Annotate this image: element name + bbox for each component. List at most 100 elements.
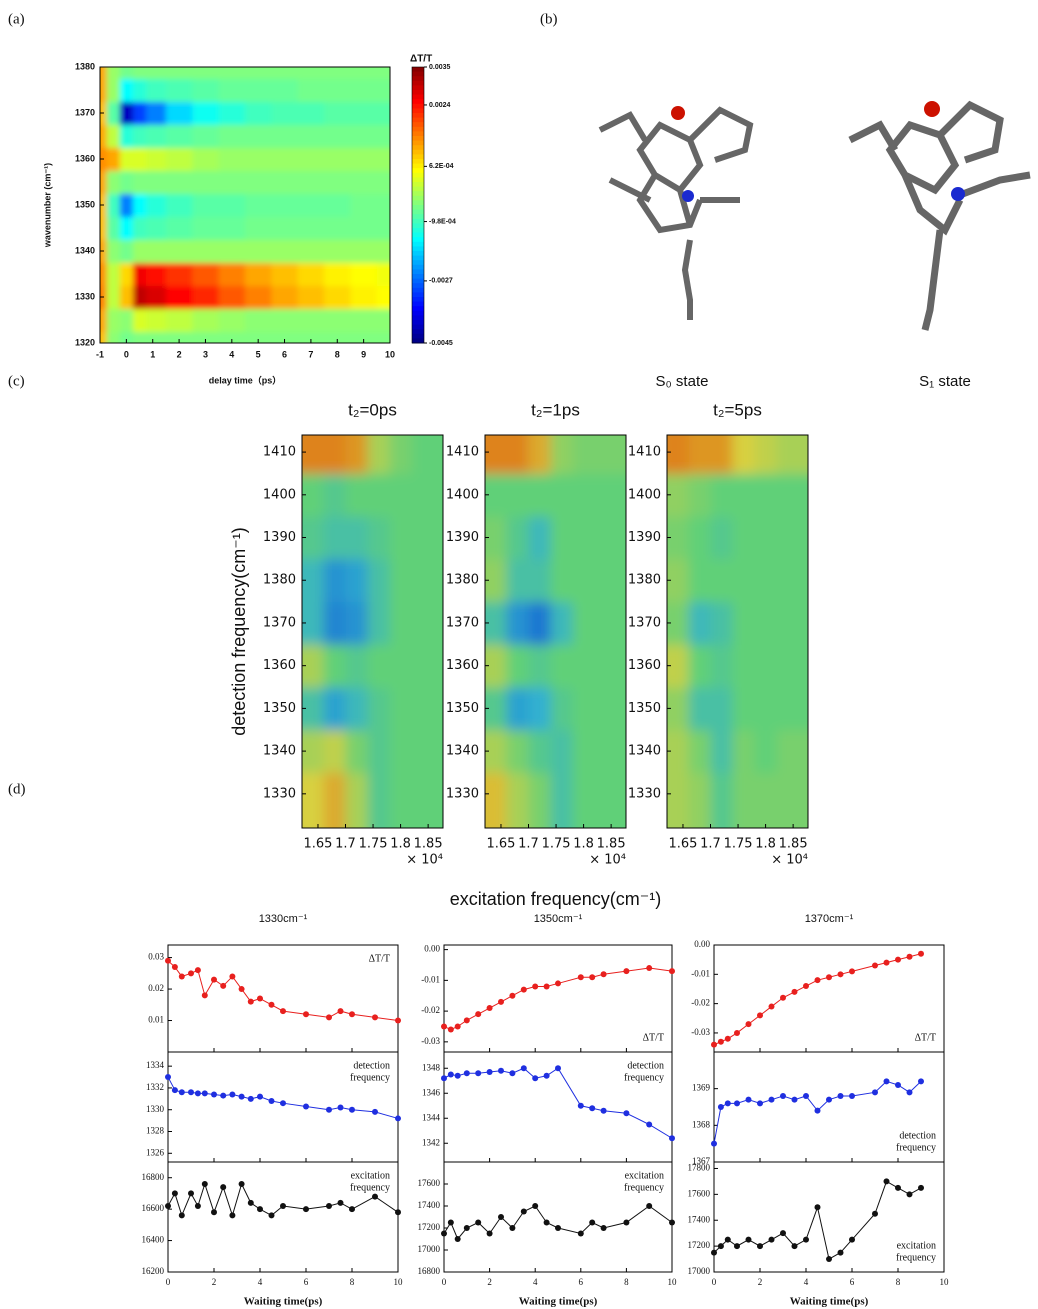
x-tick-label: 1.65	[668, 837, 697, 852]
cell	[302, 558, 324, 603]
data-point	[447, 1026, 454, 1033]
cell	[376, 308, 390, 332]
data-point	[454, 1023, 461, 1030]
data-point	[623, 968, 630, 975]
y-tick-label: 1350	[446, 701, 479, 716]
cell	[594, 473, 626, 517]
data-point	[724, 1035, 731, 1042]
cell	[132, 193, 147, 217]
cell	[146, 308, 167, 332]
cell	[376, 147, 390, 171]
cell	[776, 601, 808, 645]
data-point	[589, 974, 596, 981]
y-tick-label: 1340	[263, 744, 296, 759]
cell	[732, 435, 756, 474]
cell	[528, 687, 552, 731]
cell	[754, 473, 778, 517]
x-tick-label: 8	[624, 1277, 629, 1287]
cell	[710, 558, 734, 603]
cell	[271, 67, 299, 79]
plot-annotation: frequency	[350, 1072, 390, 1083]
cell	[324, 124, 351, 148]
cell	[667, 558, 689, 603]
colorbar-step	[412, 71, 424, 77]
data-point	[486, 1230, 493, 1237]
cells	[302, 435, 443, 828]
cell	[324, 285, 351, 309]
colorbar-step	[412, 287, 424, 293]
colorbar-step	[412, 315, 424, 321]
y-tick-label: 1334	[146, 1060, 165, 1070]
plot-frame	[443, 1161, 673, 1273]
cell	[106, 124, 121, 148]
cell	[411, 729, 443, 773]
cell	[218, 262, 246, 286]
y-tick-label: -0.01	[421, 974, 440, 984]
cell	[732, 558, 756, 603]
x-tick-label: 0	[124, 349, 129, 359]
y-tick-label: 1360	[263, 658, 296, 673]
cell	[350, 331, 378, 343]
cell	[350, 67, 378, 79]
y-tick-label: 16800	[418, 1266, 441, 1276]
data-point	[326, 1203, 332, 1209]
data-point	[814, 1107, 821, 1114]
colorbar-step	[412, 320, 424, 326]
y-tick-label: 1400	[446, 487, 479, 502]
colorbar-step	[412, 246, 424, 252]
y-tick-label: 1390	[628, 530, 661, 545]
y-tick-label: 17600	[418, 1178, 441, 1188]
cell	[506, 644, 530, 688]
cell	[367, 601, 391, 645]
cell	[528, 601, 552, 645]
x-tick-label: 1	[150, 349, 155, 359]
cell	[119, 262, 134, 286]
series-line	[443, 967, 673, 1031]
colorbar-step	[412, 200, 424, 206]
data-point	[220, 982, 227, 989]
panel-title: t₂=1ps	[531, 400, 580, 419]
colorbar-step	[412, 126, 424, 132]
cell	[688, 687, 712, 731]
cell	[572, 601, 596, 645]
series-line	[713, 1180, 922, 1260]
y-tick-label: 17200	[688, 1240, 711, 1250]
cell	[345, 687, 369, 731]
cell	[776, 729, 808, 773]
colorbar-step	[412, 209, 424, 215]
cell	[754, 601, 778, 645]
x-tick-label: 1.8	[573, 837, 594, 852]
cell	[146, 239, 167, 263]
cell	[776, 772, 808, 828]
data-point	[577, 1102, 584, 1109]
cell	[297, 216, 325, 240]
cell	[411, 435, 443, 474]
cell	[245, 147, 272, 171]
cell	[323, 516, 347, 560]
data-point	[555, 980, 561, 987]
y-tick-label: 1328	[146, 1126, 165, 1136]
cell	[350, 124, 378, 148]
data-point	[475, 1011, 482, 1018]
data-point	[238, 1093, 245, 1100]
cell	[594, 558, 626, 603]
data-point	[194, 1090, 201, 1097]
cell	[350, 262, 378, 286]
y-tick-label: 1390	[446, 530, 479, 545]
colorbar-step	[412, 269, 424, 275]
cell	[245, 78, 272, 102]
y-tick-label: 1380	[263, 573, 296, 588]
plot-annotation: detection	[627, 1060, 664, 1071]
colorbar-step	[412, 338, 424, 344]
cell	[132, 124, 147, 148]
cell	[324, 67, 351, 79]
cell	[271, 170, 299, 194]
plot-frame	[443, 944, 673, 1053]
cell	[218, 124, 246, 148]
data-point	[918, 1184, 924, 1191]
y-axis-label: wavenumber (cm⁻¹)	[42, 163, 52, 248]
y-tick-label: 1342	[422, 1137, 440, 1147]
data-point	[906, 1191, 913, 1198]
colorbar-step	[412, 168, 424, 174]
data-point	[826, 974, 832, 981]
